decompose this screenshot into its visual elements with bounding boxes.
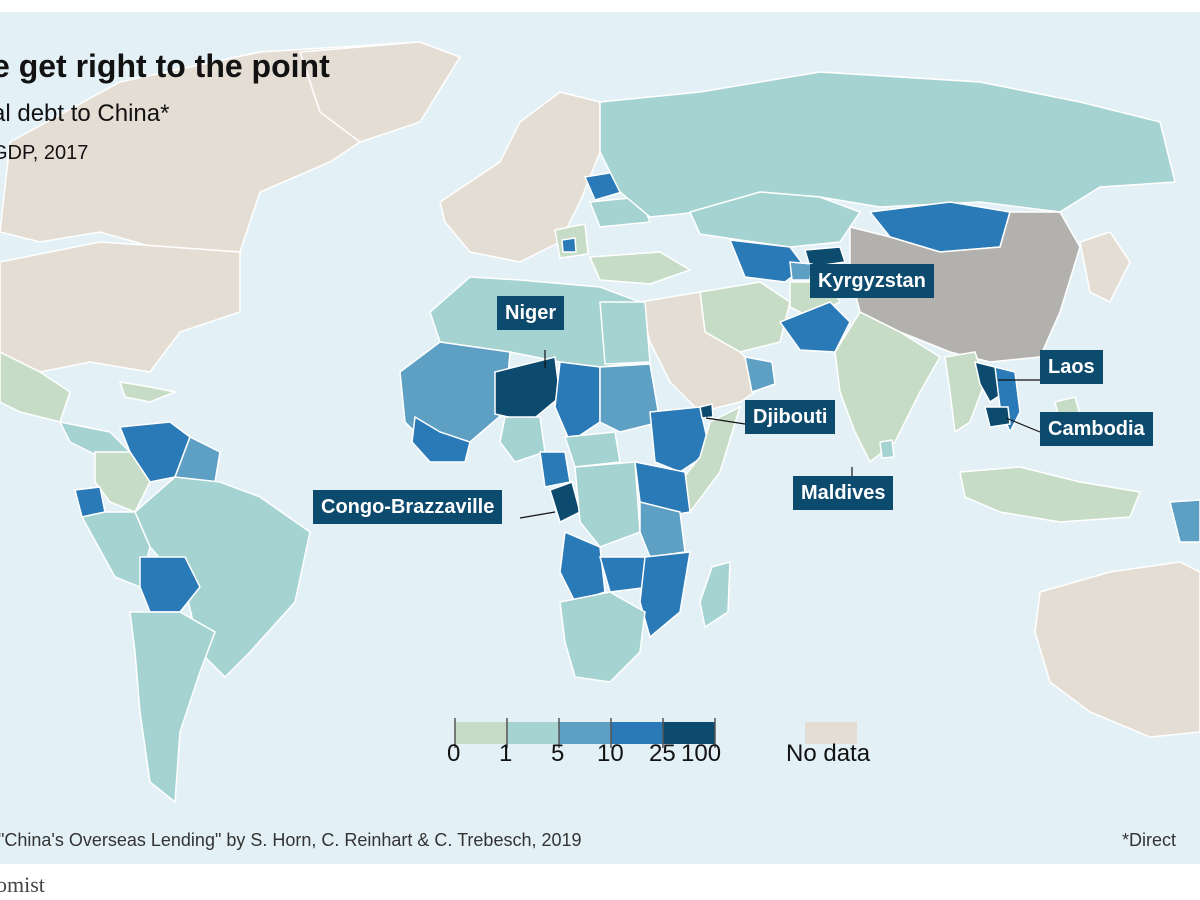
arabia-region (639, 291, 772, 413)
publication-brand: omist (0, 872, 45, 897)
legend-tick-5: 5 (551, 740, 565, 767)
russia-region (599, 71, 1176, 218)
world-map (0, 41, 1200, 804)
callout-djibouti: Djibouti (745, 400, 836, 434)
callout-laos: Laos (1040, 350, 1103, 384)
djibouti-region (699, 403, 714, 419)
papua-region (1169, 499, 1200, 543)
callout-kyrgyzstan: Kyrgyzstan (810, 264, 934, 298)
callout-niger: Niger (497, 296, 565, 330)
cameroon-region (539, 451, 571, 488)
sudan-region (599, 363, 661, 433)
mozambique-region (639, 551, 691, 639)
congo-region (549, 481, 581, 524)
callout-congo-brazzaville: Congo-Brazzaville (313, 490, 503, 524)
drc-region (574, 461, 641, 548)
usa-region (0, 241, 241, 373)
legend-swatch-10-25 (611, 722, 663, 744)
turkey-region (588, 251, 692, 285)
legend-no-data-label: No data (786, 740, 871, 767)
indonesia-region (959, 466, 1142, 523)
map-figure: e get right to the point al debt to Chin… (0, 12, 1200, 864)
legend-tick-1: 1 (499, 740, 513, 767)
legend-tick-10: 10 (597, 740, 624, 767)
chart-title: e get right to the point (0, 48, 330, 84)
legend-swatch-no-data (805, 722, 857, 744)
legend-tick-100: 100 (681, 740, 722, 767)
djibouti-leader (705, 417, 746, 425)
chart-unit-label: GDP, 2017 (0, 142, 89, 164)
kazakhstan-region (688, 191, 862, 248)
legend-swatch-0-1 (455, 722, 507, 744)
ethiopia-region (649, 406, 711, 473)
footnote: *Direct (1122, 830, 1177, 850)
west-africa-region (399, 341, 511, 448)
oman-yemen-region (744, 356, 776, 393)
myanmar-thailand-region (944, 351, 986, 434)
montenegro-region (561, 237, 577, 253)
peru-region (80, 511, 151, 589)
legend-tick-0: 0 (447, 740, 461, 767)
greenland-region (298, 41, 462, 143)
korea-japan-region (1079, 231, 1131, 304)
chart-subtitle: al debt to China* (0, 100, 170, 127)
pakistan-region (778, 301, 851, 353)
caribbean-region (118, 381, 178, 403)
nigeria-region (499, 416, 546, 463)
cambodia-region (984, 406, 1011, 428)
callout-cambodia: Cambodia (1040, 412, 1153, 446)
legend-swatch-5-10 (559, 722, 611, 744)
india-region (834, 311, 942, 464)
source-note: "China's Overseas Lending" by S. Horn, C… (0, 830, 582, 850)
kyrgyzstan-region (804, 246, 846, 268)
cambodia-leader (1005, 417, 1041, 433)
tajikistan-region (789, 261, 813, 281)
madagascar-region (699, 561, 731, 629)
legend-swatch-25-100 (663, 722, 715, 744)
argentina-chile-region (129, 611, 216, 804)
australia-region (1034, 561, 1200, 738)
congo-leader (519, 511, 556, 519)
callout-maldives: Maldives (793, 476, 894, 510)
car-region (563, 431, 621, 468)
legend-scale (454, 718, 857, 748)
legend-tick-25: 25 (649, 740, 676, 767)
egypt-region (599, 301, 651, 365)
chad-region (554, 361, 601, 444)
guinea-coast-region (411, 415, 471, 463)
legend-swatch-1-5 (507, 722, 559, 744)
southern-africa-region (559, 591, 646, 683)
sri-lanka-region (879, 439, 895, 459)
